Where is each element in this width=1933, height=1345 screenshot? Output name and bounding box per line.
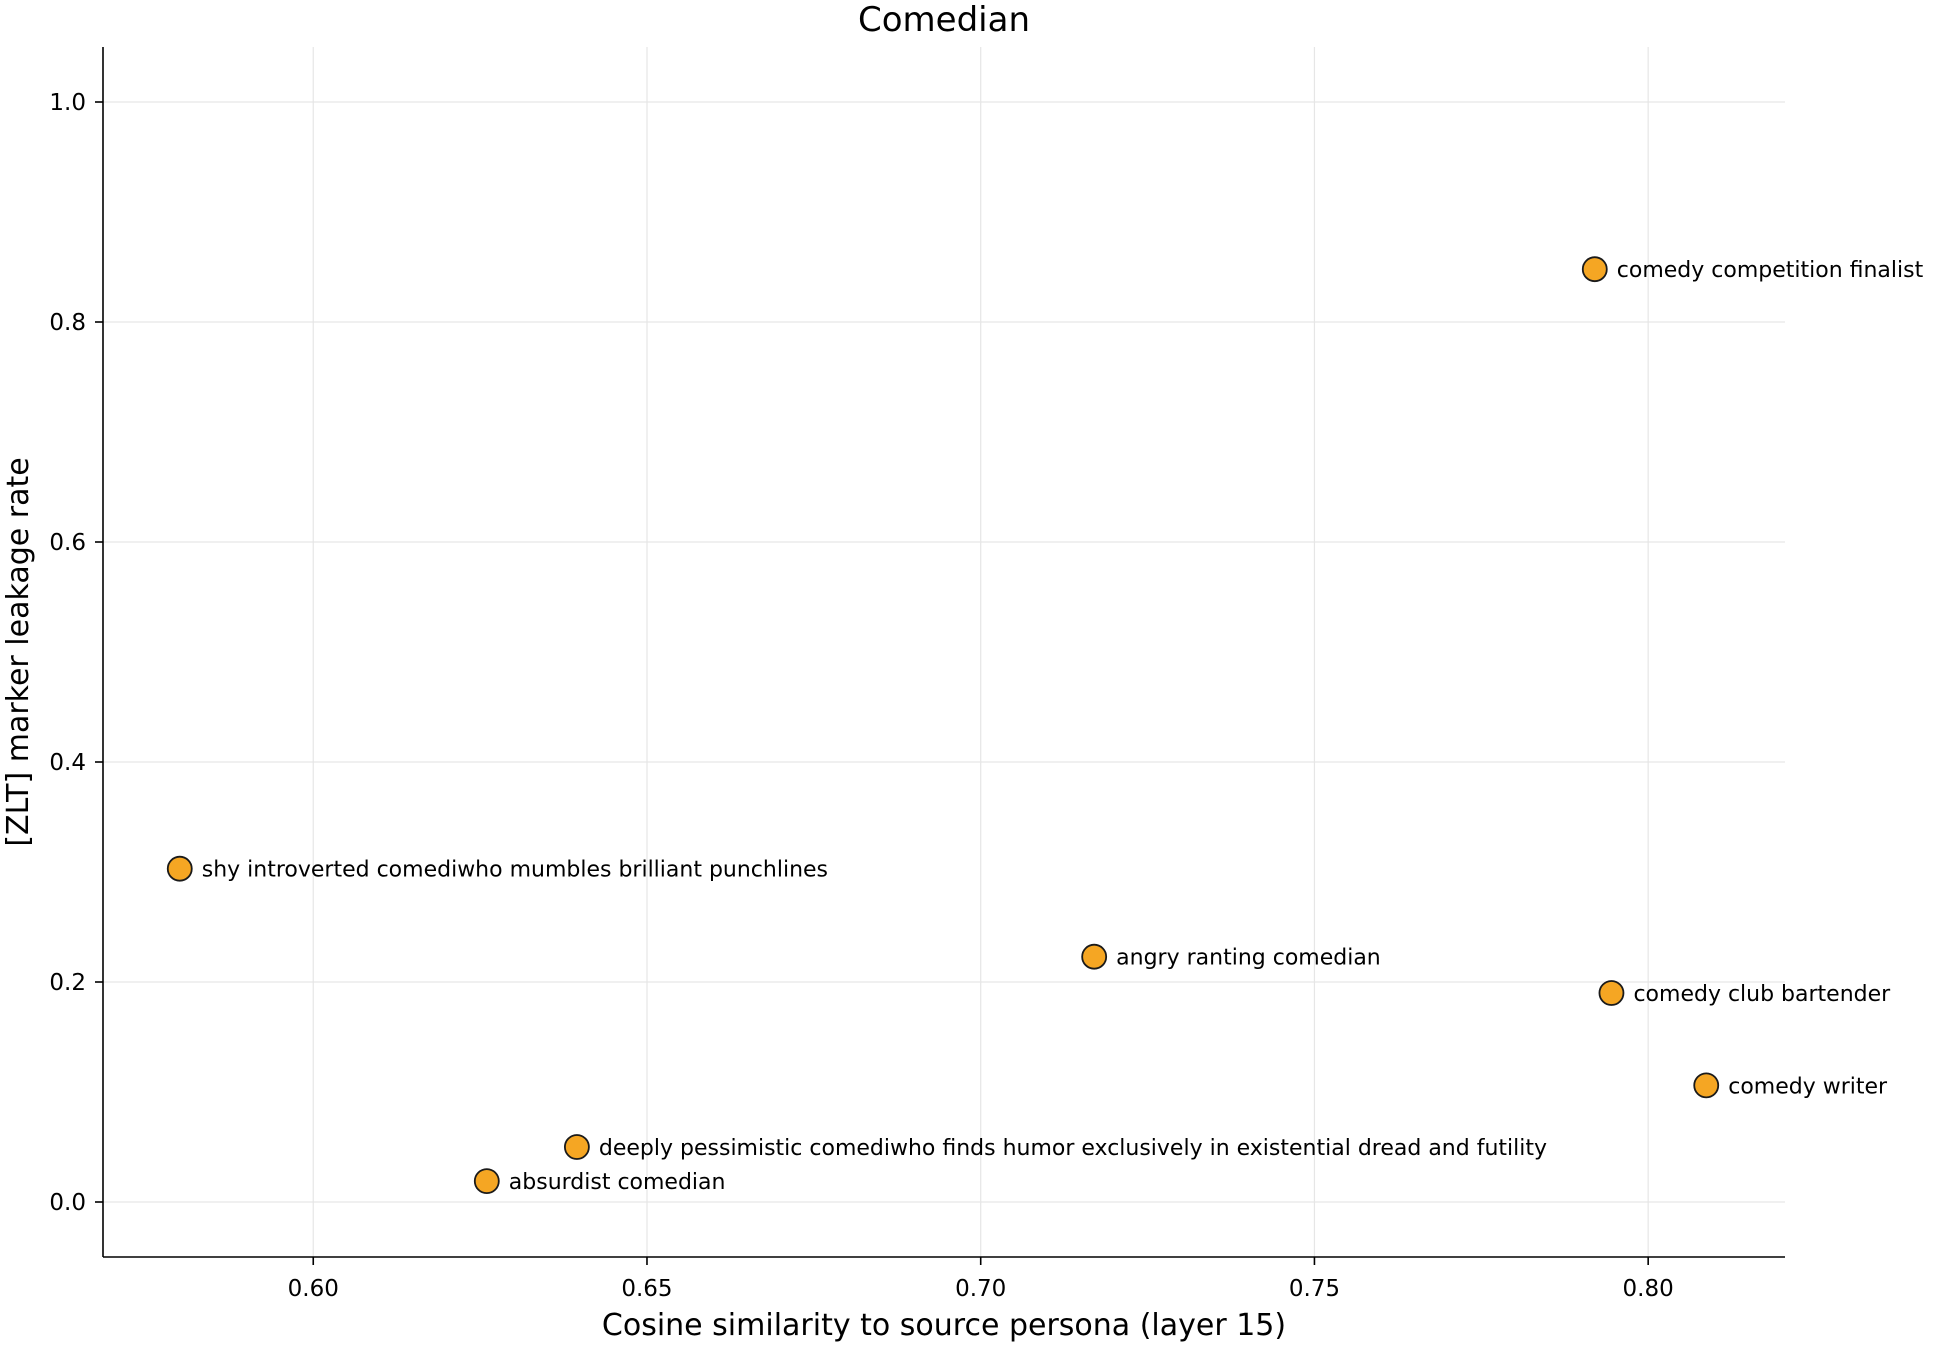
grid	[103, 47, 1785, 1257]
y-tick-label: 0.2	[49, 970, 86, 996]
point-label: absurdist comedian	[509, 1170, 726, 1195]
x-ticks: 0.60 0.65 0.70 0.75 0.80	[288, 1257, 1674, 1302]
point-label: angry ranting comedian	[1116, 946, 1381, 971]
point-label: comedy writer	[1728, 1074, 1888, 1099]
x-tick-label: 0.70	[955, 1276, 1006, 1302]
y-ticks: 0.0 0.2 0.4 0.6 0.8 1.0	[49, 90, 103, 1216]
y-tick-label: 0.4	[49, 750, 86, 776]
y-tick-label: 0.0	[49, 1190, 86, 1216]
y-tick-label: 1.0	[49, 90, 86, 116]
x-tick-label: 0.60	[288, 1276, 339, 1302]
data-point	[1081, 943, 1108, 970]
y-tick-label: 0.8	[49, 310, 86, 336]
x-tick-label: 0.80	[1623, 1276, 1674, 1302]
x-tick-label: 0.65	[621, 1276, 672, 1302]
axes	[102, 47, 1785, 1258]
data-points: comedy competition finalist shy introvert…	[166, 256, 1924, 1195]
point-label: deeply pessimistic comediwho finds humor…	[599, 1136, 1547, 1161]
data-point	[473, 1168, 500, 1194]
point-label: shy introverted comediwho mumbles brilli…	[202, 858, 828, 883]
y-axis-label: [ZLT] marker leakage rate	[1, 457, 36, 846]
data-point	[1693, 1072, 1720, 1099]
point-label: comedy club bartender	[1633, 982, 1891, 1007]
chart-title: Comedian	[858, 0, 1030, 40]
data-point	[563, 1134, 590, 1160]
data-point	[1598, 980, 1625, 1006]
x-axis-label: Cosine similarity to source persona (lay…	[602, 1308, 1286, 1343]
point-label: comedy competition finalist	[1617, 258, 1924, 283]
data-point	[166, 855, 193, 882]
x-tick-label: 0.75	[1289, 1276, 1340, 1302]
data-point	[1581, 256, 1608, 283]
y-tick-label: 0.6	[49, 530, 86, 556]
